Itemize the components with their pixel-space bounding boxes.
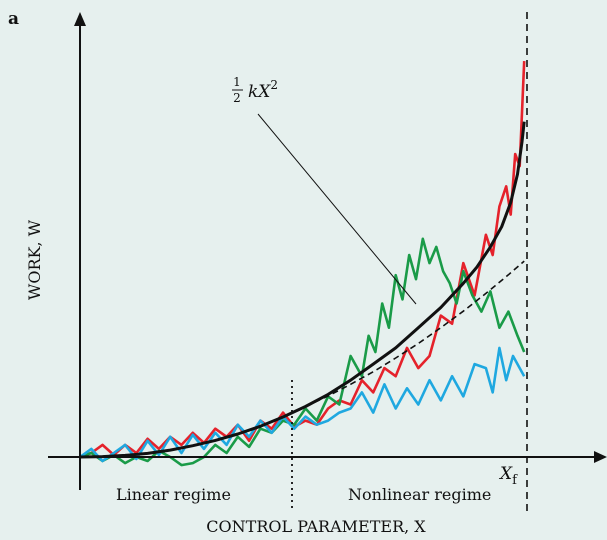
y-axis-label: WORK, W — [25, 219, 44, 300]
fraction-denominator: 2 — [233, 91, 241, 105]
red-work-trace — [79, 61, 526, 459]
parabola-annotation: 1 2 kX2 — [232, 75, 417, 305]
green-work-trace — [79, 237, 526, 467]
panel-label: a — [8, 9, 19, 29]
fraction-numerator: 1 — [233, 75, 241, 89]
annotation-expression: kX2 — [248, 78, 278, 102]
blue-work-trace — [79, 346, 526, 463]
x-axis-arrow — [594, 451, 607, 463]
annotation-leader-line — [257, 113, 417, 305]
parabola-curve — [305, 260, 525, 408]
linear-regime-label: Linear regime — [116, 485, 231, 504]
mean-work-curve — [79, 121, 526, 459]
xf-label: Xf — [498, 464, 518, 488]
y-axis-arrow — [74, 12, 86, 26]
nonlinear-regime-label: Nonlinear regime — [348, 485, 491, 504]
plot-area — [79, 61, 526, 467]
x-axis-label: CONTROL PARAMETER, X — [206, 517, 426, 536]
